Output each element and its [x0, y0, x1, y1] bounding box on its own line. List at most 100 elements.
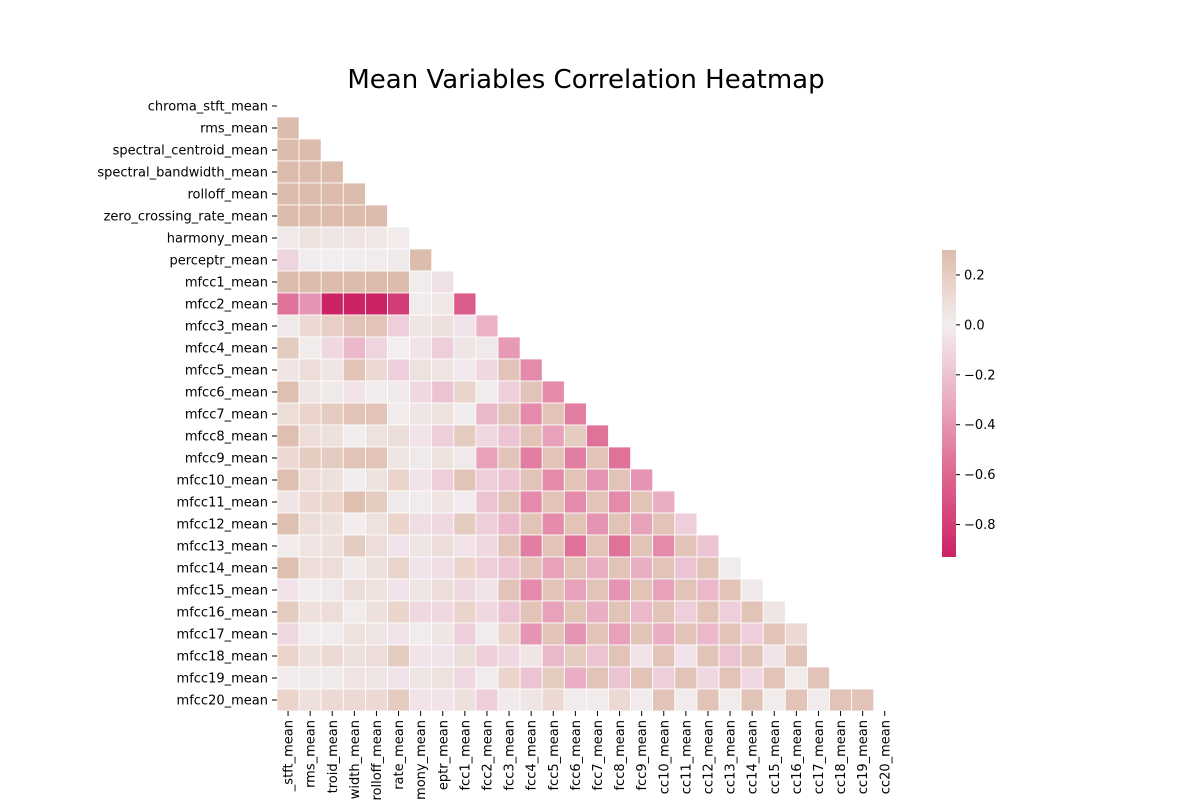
heatmap-cell [387, 424, 411, 448]
heatmap-cell [320, 314, 344, 338]
heatmap-cell [762, 688, 786, 712]
heatmap-cell [409, 534, 433, 558]
heatmap-cell [298, 270, 322, 294]
heatmap-cell [298, 600, 322, 624]
heatmap-cell [320, 644, 344, 668]
row-tick-label: spectral_centroid_mean [113, 144, 268, 159]
heatmap-cell [475, 314, 499, 338]
heatmap-cell [431, 578, 455, 602]
heatmap-cell [519, 402, 543, 426]
heatmap-cell [762, 644, 786, 668]
heatmap-cell [409, 270, 433, 294]
heatmap-cell [718, 688, 742, 712]
heatmap-cell [298, 182, 322, 206]
heatmap-cell [652, 600, 676, 624]
heatmap-cell [475, 622, 499, 646]
heatmap-cell [409, 358, 433, 382]
row-tick-label: mfcc16_mean [177, 606, 268, 621]
heatmap-cell [453, 600, 477, 624]
heatmap-cell [364, 270, 388, 294]
heatmap-cell [298, 380, 322, 404]
heatmap-cell [453, 556, 477, 580]
heatmap-cell [541, 490, 565, 514]
heatmap-cell [497, 578, 521, 602]
heatmap-cell [475, 380, 499, 404]
heatmap-cell [453, 688, 477, 712]
heatmap-cell [320, 204, 344, 228]
heatmap-cell [674, 578, 698, 602]
column-tick-label: width_mean [348, 720, 363, 799]
heatmap-cell [696, 688, 720, 712]
row-tick-label: harmony_mean [167, 232, 268, 247]
heatmap-cell [541, 468, 565, 492]
heatmap-cell [342, 512, 366, 536]
heatmap-cell [497, 512, 521, 536]
heatmap-cell [475, 402, 499, 426]
row-tick-label: mfcc20_mean [177, 694, 268, 709]
heatmap-cell [276, 578, 300, 602]
heatmap-cell [387, 292, 411, 316]
heatmap-cell [298, 512, 322, 536]
heatmap-cell [320, 402, 344, 426]
heatmap-cell [431, 446, 455, 470]
heatmap-cell [342, 314, 366, 338]
heatmap-cell [342, 380, 366, 404]
heatmap-cell [276, 468, 300, 492]
heatmap-cell [409, 622, 433, 646]
heatmap-cell [696, 666, 720, 690]
column-tick-label: fcc7_mean [591, 720, 606, 791]
heatmap-cell [364, 204, 388, 228]
column-tick-label: cc20_mean [878, 720, 893, 794]
heatmap-cell [541, 578, 565, 602]
heatmap-cell [630, 688, 654, 712]
heatmap-cell [519, 534, 543, 558]
heatmap-cell [276, 446, 300, 470]
heatmap-cell [298, 138, 322, 162]
heatmap-cell [740, 578, 764, 602]
heatmap-cell [563, 578, 587, 602]
heatmap-cell [586, 622, 609, 646]
heatmap-cell [762, 622, 786, 646]
heatmap-cell [342, 358, 366, 382]
heatmap-cell [342, 578, 366, 602]
heatmap-cell [342, 402, 366, 426]
heatmap-cell [740, 600, 764, 624]
heatmap-cell [409, 248, 433, 272]
heatmap-cell [364, 380, 388, 404]
heatmap-cell [320, 380, 344, 404]
heatmap-cell [298, 468, 322, 492]
heatmap-cell [431, 314, 455, 338]
heatmap-cell [298, 358, 322, 382]
heatmap-cell [652, 622, 676, 646]
column-tick-label: rolloff_mean [370, 720, 385, 800]
row-tick-label: chroma_stft_mean [148, 100, 268, 115]
heatmap-cell [364, 226, 388, 250]
heatmap-cell [387, 688, 411, 712]
heatmap-cell [453, 468, 477, 492]
heatmap-cell [431, 336, 455, 360]
heatmap-cell [586, 556, 609, 580]
heatmap-cell [409, 402, 433, 426]
heatmap-cell [409, 292, 433, 316]
row-tick-label: perceptr_mean [169, 254, 268, 269]
heatmap-cell [652, 556, 676, 580]
heatmap-cell [541, 380, 565, 404]
heatmap-cell [364, 534, 388, 558]
heatmap-cell [320, 688, 344, 712]
heatmap-cell [276, 292, 300, 316]
row-tick-label: mfcc13_mean [177, 540, 268, 555]
heatmap-cell [586, 424, 609, 448]
heatmap-cell [276, 556, 300, 580]
heatmap-cell [431, 424, 455, 448]
row-tick-label: mfcc19_mean [177, 672, 268, 687]
heatmap-cell [608, 534, 632, 558]
heatmap-cell [276, 380, 300, 404]
heatmap-cell [563, 468, 587, 492]
heatmap-cell [586, 688, 609, 712]
heatmap-cell [541, 622, 565, 646]
heatmap-cell [652, 688, 676, 712]
row-tick-label: mfcc12_mean [177, 518, 268, 533]
colorbar-gradient [942, 250, 956, 557]
column-tick-label: fcc9_mean [635, 720, 650, 791]
heatmap-cell [342, 644, 366, 668]
